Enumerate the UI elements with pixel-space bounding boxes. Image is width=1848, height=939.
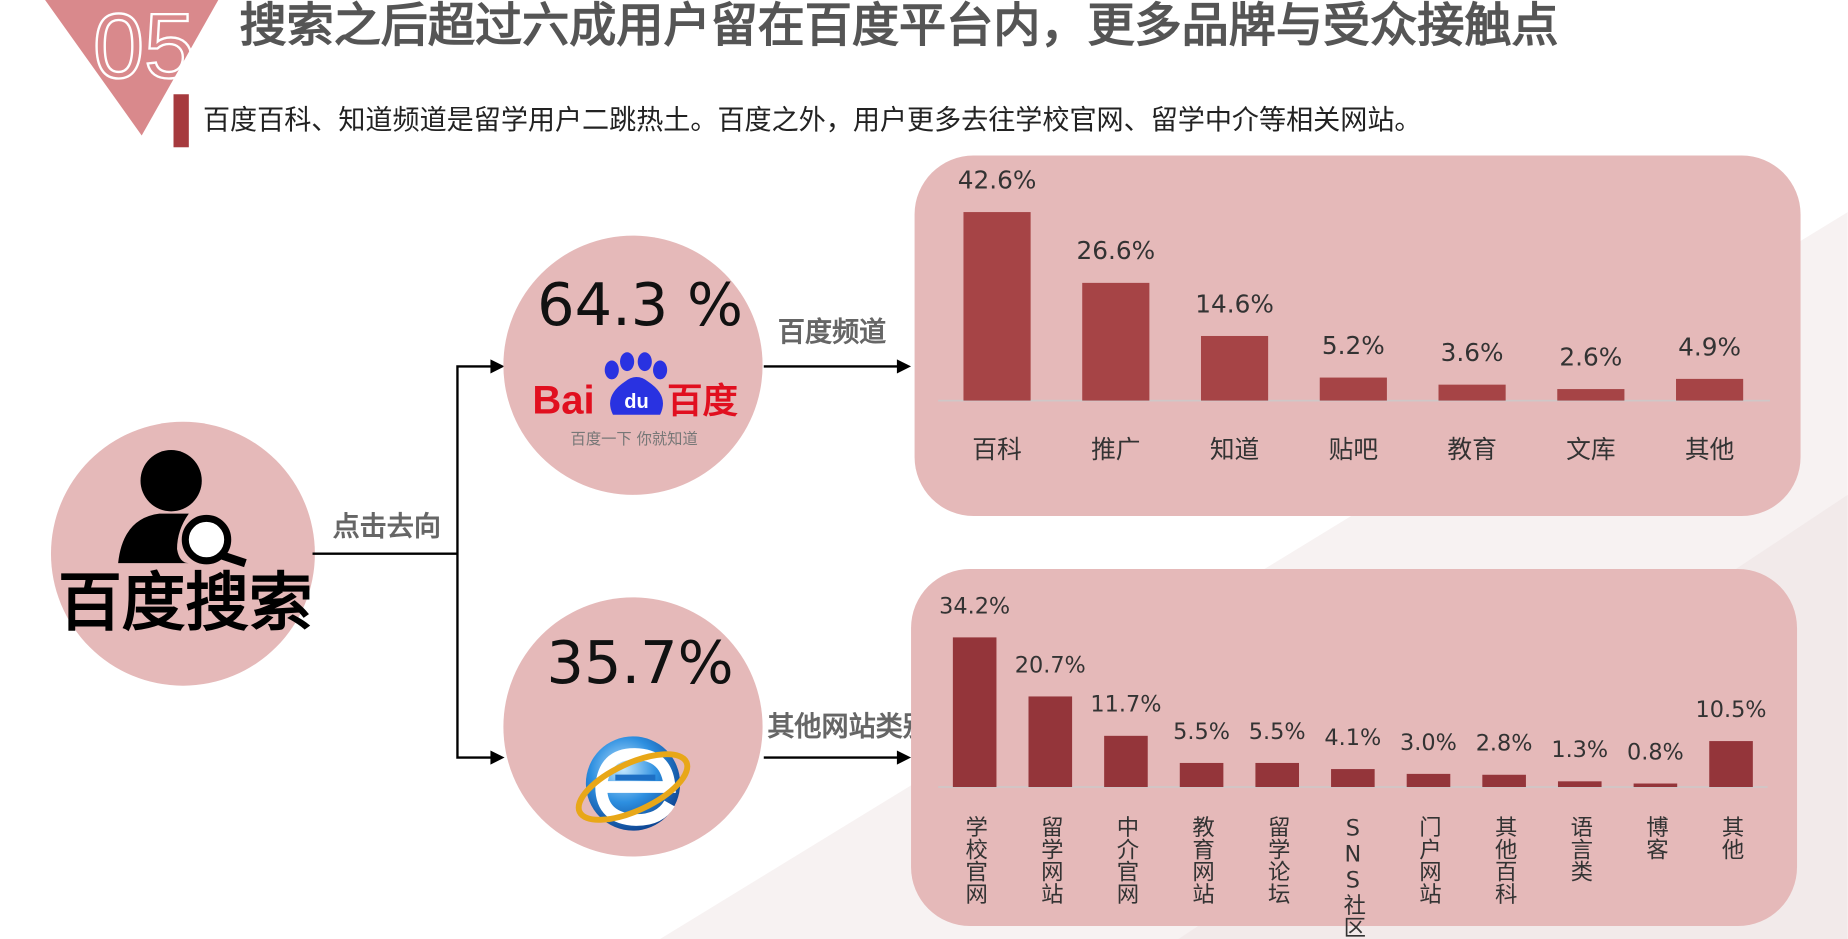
bar — [1319, 377, 1387, 401]
bar — [1082, 282, 1150, 401]
bar — [952, 637, 997, 788]
branch-circle — [503, 597, 763, 857]
bar — [1709, 741, 1753, 788]
logo-text: du — [624, 391, 648, 413]
category-label: 推广 — [1091, 435, 1140, 464]
source-circle — [50, 421, 315, 686]
category-label: 中介官网 — [1113, 815, 1139, 905]
value-label: 3.6% — [1441, 338, 1504, 367]
bar — [1557, 389, 1625, 401]
category-label: 留学论坛 — [1264, 815, 1290, 905]
branch-share: 64.3 % — [537, 270, 743, 339]
value-label: 5.2% — [1322, 331, 1385, 360]
flow-lines — [312, 365, 901, 759]
value-label: 4.1% — [1324, 725, 1381, 751]
bar — [1200, 335, 1269, 401]
bar — [1633, 783, 1678, 788]
value-label: 3.0% — [1400, 730, 1457, 756]
category-label: 贴吧 — [1329, 435, 1378, 464]
value-label: 14.6% — [1195, 289, 1274, 318]
bar — [1255, 762, 1300, 788]
baidu-logo: Bai du 百度 百度一下 你就知道 — [532, 352, 738, 448]
logo-text: 百度 — [667, 381, 738, 422]
subtitle-bar — [173, 94, 189, 148]
value-label: 11.7% — [1090, 692, 1161, 718]
search-icon — [118, 450, 247, 568]
value-label: 42.6% — [958, 165, 1037, 194]
value-label: 20.7% — [1015, 652, 1086, 678]
logo-text: Bai — [532, 379, 594, 423]
category-label: SNS社区 — [1340, 815, 1366, 938]
value-label: 34.2% — [939, 593, 1010, 619]
value-label: 1.3% — [1551, 737, 1608, 763]
title: 搜索之后超过六成用户留在百度平台内，更多品牌与受众接触点 — [239, 0, 1558, 53]
branch-label: 百度频道 — [778, 316, 886, 348]
value-label: 0.8% — [1627, 739, 1684, 765]
value-label: 10.5% — [1695, 697, 1766, 723]
chart-panel — [914, 155, 1801, 517]
branch-label: 其他网站类别 — [767, 712, 929, 743]
value-label: 5.5% — [1249, 719, 1306, 745]
bar — [963, 212, 1031, 401]
value-label: 2.6% — [1559, 342, 1622, 371]
category-label: 教育网站 — [1189, 815, 1215, 905]
slide-number: 05 — [93, 0, 195, 97]
branch-share: 35.7% — [547, 628, 734, 697]
ie-icon — [575, 736, 691, 831]
category-label: 留学网站 — [1037, 815, 1063, 905]
category-label: 其他百科 — [1491, 815, 1517, 905]
bar — [1331, 769, 1375, 788]
bar — [1676, 378, 1744, 401]
category-label: 门户网站 — [1415, 815, 1441, 905]
category-label: 其他 — [1718, 815, 1744, 860]
number-badge — [45, 0, 219, 136]
category-label: 知道 — [1210, 435, 1259, 464]
subtitle: 百度百科、知道频道是留学用户二跳热土。百度之外，用户更多去往学校官网、留学中介等… — [203, 105, 1422, 136]
category-label: 博客 — [1642, 815, 1668, 860]
arrow-heads — [490, 359, 912, 765]
bar — [1557, 781, 1602, 788]
category-label: 语言类 — [1567, 815, 1593, 882]
flow-label: 点击去向 — [333, 510, 441, 542]
chart-panel — [911, 569, 1798, 927]
source-label: 百度搜索 — [58, 566, 312, 640]
value-label: 5.5% — [1173, 719, 1230, 745]
value-label: 26.6% — [1077, 236, 1156, 265]
bar — [1406, 773, 1451, 788]
category-label: 学校官网 — [962, 815, 988, 905]
bar — [1482, 774, 1526, 788]
category-label: 文库 — [1566, 435, 1615, 464]
category-label: 百科 — [972, 435, 1021, 464]
bar — [1438, 384, 1506, 401]
value-label: 4.9% — [1678, 332, 1741, 361]
bar — [1104, 735, 1148, 788]
category-label: 教育 — [1447, 435, 1496, 464]
logo-slogan: 百度一下 你就知道 — [571, 430, 698, 448]
bar — [1028, 696, 1073, 788]
category-label: 其他 — [1685, 435, 1734, 464]
bar — [1179, 762, 1224, 788]
value-label: 2.8% — [1476, 731, 1533, 757]
